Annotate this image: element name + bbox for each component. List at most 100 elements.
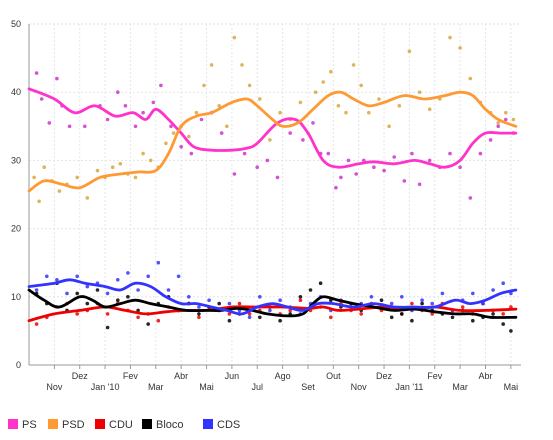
x-tick-label: Mai: [199, 382, 214, 392]
data-point: [126, 271, 130, 275]
data-point: [242, 151, 247, 156]
data-point: [141, 110, 145, 115]
x-tick-label: Jan '10: [91, 382, 120, 392]
data-point: [346, 158, 351, 163]
data-point: [392, 155, 397, 159]
data-point: [410, 151, 414, 156]
data-point: [118, 162, 123, 166]
data-point: [362, 158, 366, 163]
y-tick-label: 10: [11, 292, 21, 302]
data-point: [45, 274, 49, 279]
data-point: [217, 104, 221, 108]
legend-label: PSD: [62, 419, 85, 431]
data-point: [354, 172, 359, 176]
data-point: [176, 274, 181, 279]
data-point: [288, 308, 293, 313]
data-point: [417, 182, 422, 187]
data-point: [278, 298, 282, 303]
data-point: [240, 63, 244, 67]
trend-line-bloco: [27, 288, 518, 319]
data-point: [369, 295, 374, 299]
legend-label: PS: [22, 419, 37, 431]
data-point: [148, 158, 153, 163]
data-point: [268, 138, 272, 142]
data-point: [42, 165, 46, 169]
x-tick-label: Abr: [478, 371, 492, 381]
x-tick-label: Jul: [251, 382, 263, 392]
data-point: [219, 131, 224, 135]
data-point: [105, 325, 110, 330]
y-tick-label: 0: [16, 360, 21, 370]
data-point: [298, 100, 303, 105]
x-tick-label: Dez: [72, 371, 89, 381]
data-point: [430, 301, 435, 306]
data-point: [57, 189, 62, 193]
data-point: [247, 315, 252, 320]
data-point: [382, 168, 386, 173]
legend-label: CDS: [217, 419, 240, 431]
data-point: [47, 121, 52, 125]
x-tick-label: Mar: [452, 382, 468, 392]
legend-item-bloco: Bloco: [142, 419, 184, 431]
data-point: [458, 165, 462, 169]
legend-label: CDU: [109, 419, 133, 431]
data-point: [85, 301, 90, 306]
data-point: [146, 322, 150, 326]
data-point: [197, 305, 201, 309]
data-point: [179, 145, 183, 149]
axes: [28, 24, 521, 366]
legend-item-cds: CDS: [203, 419, 240, 431]
data-point: [227, 318, 232, 323]
data-point: [75, 312, 79, 316]
data-point: [95, 168, 100, 173]
trend-line-psd: [27, 90, 518, 193]
data-point: [151, 100, 156, 105]
data-point: [34, 71, 39, 75]
data-point: [197, 312, 201, 316]
data-point: [67, 124, 72, 129]
y-axis-ticks: 0 10 20 30 40 50: [11, 19, 21, 370]
data-point: [448, 35, 452, 40]
data-point: [430, 312, 435, 316]
data-point: [329, 69, 333, 74]
plot-area: [27, 35, 518, 333]
data-point: [501, 281, 506, 286]
x-tick-label: Fev: [427, 371, 443, 381]
data-point: [110, 165, 115, 169]
x-tick-label: Set: [301, 382, 315, 392]
y-tick-label: 50: [11, 19, 21, 29]
x-tick-label: Mar: [148, 382, 164, 392]
data-point: [478, 151, 483, 156]
data-point: [116, 298, 120, 303]
data-point: [123, 104, 128, 108]
data-point: [329, 315, 333, 320]
data-point: [389, 315, 394, 320]
data-point: [55, 76, 59, 81]
data-point: [255, 165, 259, 169]
data-point: [400, 295, 404, 299]
data-point: [407, 49, 412, 54]
data-point: [83, 124, 87, 129]
data-point: [141, 151, 145, 156]
data-point: [301, 138, 305, 142]
data-point: [136, 315, 140, 320]
legend-item-psd: PSD: [48, 419, 85, 431]
data-point: [275, 175, 280, 180]
data-point: [427, 158, 432, 163]
data-point: [468, 196, 473, 200]
legend-swatch: [8, 419, 18, 429]
data-point: [75, 274, 79, 279]
data-point: [410, 318, 414, 323]
legend-swatch: [203, 419, 213, 429]
data-point: [95, 288, 100, 292]
y-tick-label: 20: [11, 224, 21, 234]
data-point: [318, 281, 323, 286]
data-point: [308, 288, 313, 292]
data-point: [34, 288, 39, 292]
data-point: [133, 124, 138, 129]
data-point: [105, 117, 110, 122]
data-point: [311, 121, 315, 125]
data-point: [136, 288, 140, 292]
